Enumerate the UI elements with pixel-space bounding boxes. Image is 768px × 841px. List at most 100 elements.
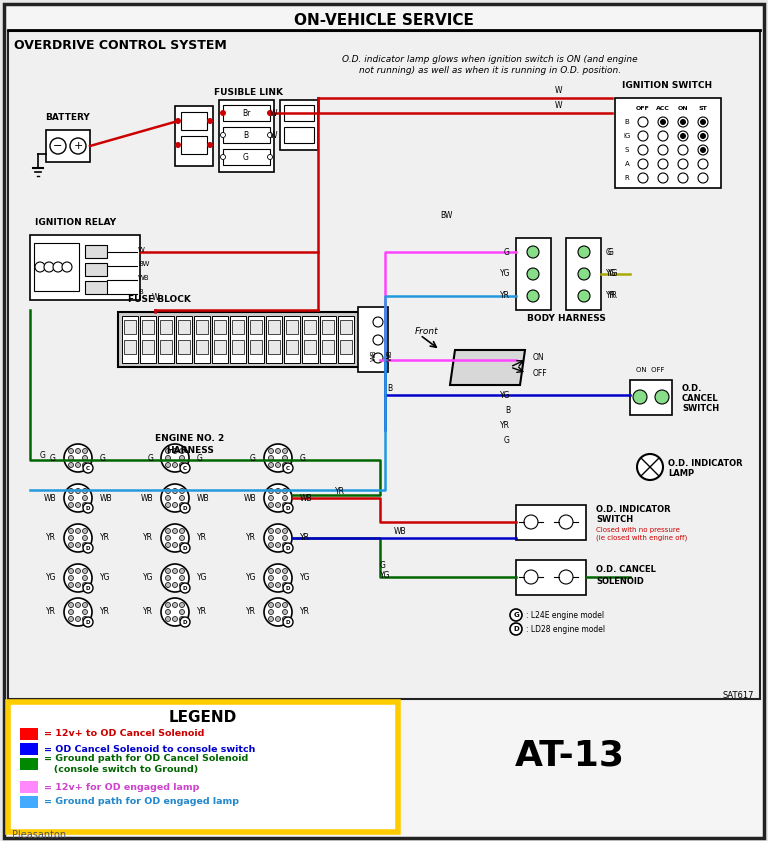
Circle shape xyxy=(678,145,688,155)
Bar xyxy=(358,307,388,372)
Circle shape xyxy=(68,569,74,574)
Circle shape xyxy=(165,542,170,547)
Text: OVERDRIVE CONTROL SYSTEM: OVERDRIVE CONTROL SYSTEM xyxy=(14,39,227,51)
Circle shape xyxy=(82,602,88,607)
Text: OFF: OFF xyxy=(533,368,548,378)
Circle shape xyxy=(180,542,184,547)
Circle shape xyxy=(175,142,181,148)
Text: LEGEND: LEGEND xyxy=(169,711,237,726)
Circle shape xyxy=(559,515,573,529)
Circle shape xyxy=(283,583,293,593)
Circle shape xyxy=(180,463,190,473)
Circle shape xyxy=(276,463,280,468)
Text: −: − xyxy=(53,141,63,151)
Circle shape xyxy=(283,503,293,513)
Bar xyxy=(214,320,226,334)
Text: = OD Cancel Solenoid to console switch: = OD Cancel Solenoid to console switch xyxy=(44,744,256,754)
Text: B: B xyxy=(243,130,249,140)
Text: YG: YG xyxy=(380,571,390,580)
Text: D: D xyxy=(183,505,187,510)
Circle shape xyxy=(165,489,170,494)
Circle shape xyxy=(283,489,287,494)
Circle shape xyxy=(220,110,226,116)
Circle shape xyxy=(276,489,280,494)
Circle shape xyxy=(658,159,668,169)
Circle shape xyxy=(64,524,92,552)
Circle shape xyxy=(524,515,538,529)
Bar xyxy=(630,380,672,415)
Circle shape xyxy=(680,119,686,125)
Circle shape xyxy=(180,456,184,461)
Text: : L24E engine model: : L24E engine model xyxy=(526,611,604,620)
Circle shape xyxy=(180,503,184,507)
Text: ON  OFF: ON OFF xyxy=(636,367,664,373)
Circle shape xyxy=(35,262,45,272)
Circle shape xyxy=(180,536,184,541)
Circle shape xyxy=(75,583,81,588)
Circle shape xyxy=(83,583,93,593)
Text: WB: WB xyxy=(197,494,210,503)
Text: G: G xyxy=(197,453,203,463)
Text: SWITCH: SWITCH xyxy=(682,404,719,412)
Text: SOLENOID: SOLENOID xyxy=(596,578,644,586)
Bar xyxy=(178,320,190,334)
Circle shape xyxy=(658,173,668,183)
Text: D: D xyxy=(86,585,91,590)
Circle shape xyxy=(68,536,74,541)
Text: D: D xyxy=(286,505,290,510)
Text: W: W xyxy=(270,108,277,118)
Circle shape xyxy=(658,117,668,127)
Text: YR: YR xyxy=(46,607,56,616)
Circle shape xyxy=(269,489,273,494)
Bar xyxy=(304,320,316,334)
Circle shape xyxy=(165,536,170,541)
Text: : LD28 engine model: : LD28 engine model xyxy=(526,625,605,633)
Text: D: D xyxy=(183,585,187,590)
Circle shape xyxy=(269,456,273,461)
Circle shape xyxy=(82,575,88,580)
Circle shape xyxy=(269,575,273,580)
Text: G: G xyxy=(250,453,256,463)
Circle shape xyxy=(680,133,686,139)
Circle shape xyxy=(698,173,708,183)
Bar xyxy=(140,316,156,363)
Bar xyxy=(212,316,228,363)
Circle shape xyxy=(180,617,190,627)
Text: ON: ON xyxy=(533,352,545,362)
Bar xyxy=(160,340,172,354)
Text: BATTERY: BATTERY xyxy=(45,113,91,122)
Circle shape xyxy=(559,570,573,584)
Text: D: D xyxy=(86,505,91,510)
Circle shape xyxy=(698,145,708,155)
Text: WB: WB xyxy=(371,349,377,361)
Bar xyxy=(266,316,282,363)
Text: BW: BW xyxy=(440,210,452,220)
Text: YR: YR xyxy=(500,420,510,430)
Text: O.D. CANCEL: O.D. CANCEL xyxy=(596,565,656,574)
Bar xyxy=(304,340,316,354)
Text: IG: IG xyxy=(624,133,631,139)
Circle shape xyxy=(173,463,177,468)
Bar xyxy=(142,320,154,334)
Circle shape xyxy=(173,542,177,547)
Circle shape xyxy=(283,575,287,580)
Circle shape xyxy=(283,528,287,533)
Text: O.D. INDICATOR: O.D. INDICATOR xyxy=(668,458,743,468)
Circle shape xyxy=(68,616,74,621)
Text: YG: YG xyxy=(246,574,256,583)
Circle shape xyxy=(75,542,81,547)
Circle shape xyxy=(180,489,184,494)
Text: B: B xyxy=(387,384,392,393)
Text: AT-13: AT-13 xyxy=(515,738,625,772)
Bar xyxy=(8,702,398,832)
Text: WB: WB xyxy=(300,494,313,503)
Circle shape xyxy=(173,503,177,507)
Bar xyxy=(223,127,270,143)
Circle shape xyxy=(267,110,273,116)
Text: YG: YG xyxy=(143,574,153,583)
Text: YG: YG xyxy=(45,574,56,583)
Circle shape xyxy=(269,463,273,468)
Circle shape xyxy=(267,155,273,160)
Circle shape xyxy=(264,564,292,592)
Text: G: G xyxy=(40,451,46,460)
